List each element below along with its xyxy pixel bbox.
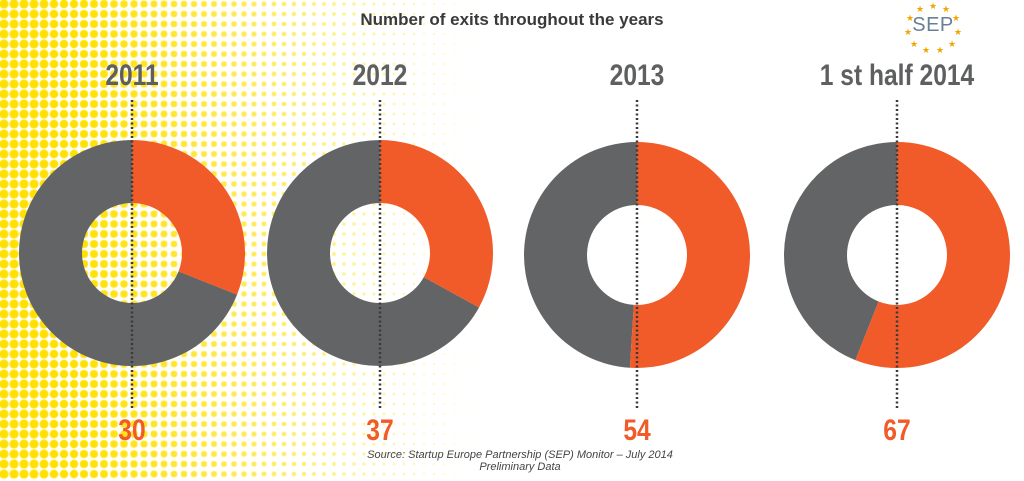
exit-count-label: 30 [118,413,145,447]
star-icon: ★ [942,4,951,14]
star-icon: ★ [948,39,957,49]
donut-value-slice [629,142,751,369]
year-label: 2011 [105,58,158,92]
donut-rest-slice [524,142,637,368]
chart-title: Number of exits throughout the years [360,10,664,29]
donut-value-slice [380,140,493,308]
star-icon: ★ [929,1,938,11]
star-icon: ★ [910,39,919,49]
donut-rest-slice [267,140,480,367]
donut-value-slice [132,140,245,295]
star-icon: ★ [922,45,931,55]
donut-rest-slice [784,142,897,361]
exit-count-label: 54 [623,413,651,447]
star-icon: ★ [936,45,945,55]
year-label: 2013 [610,58,665,92]
star-icon: ★ [916,4,925,14]
donut-rest-slice [19,140,238,366]
year-label: 1 st half 2014 [820,58,975,92]
source-line-1: Source: Startup Europe Partnership (SEP)… [367,449,673,461]
exit-count-label: 67 [883,413,910,447]
year-label: 2012 [353,58,408,92]
star-icon: ★ [906,13,915,23]
star-icon: ★ [952,13,961,23]
sep-logo: SEP ★ ★ ★ ★ ★ ★ ★ ★ ★ ★ ★ [898,0,968,56]
star-icon: ★ [954,27,963,37]
star-icon: ★ [904,27,913,37]
logo-text: SEP [912,14,954,36]
source-note: Source: Startup Europe Partnership (SEP)… [310,449,730,473]
source-line-2: Preliminary Data [479,461,561,473]
donut-value-slice [855,142,1011,369]
exit-count-label: 37 [366,413,393,447]
